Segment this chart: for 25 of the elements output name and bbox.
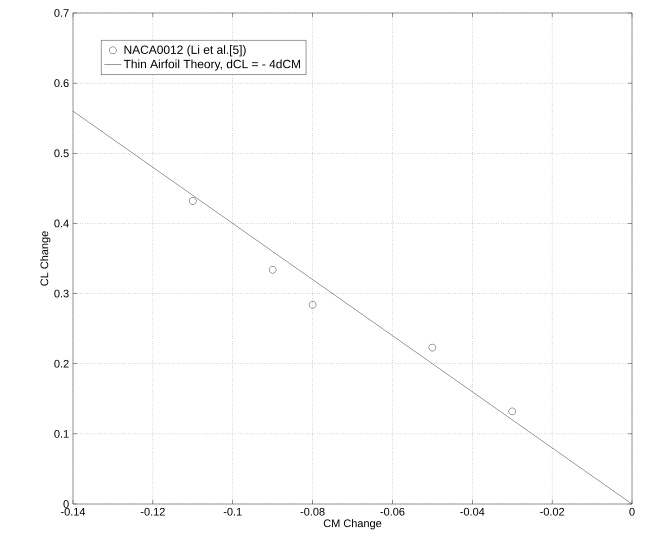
x-tick-label: -0.04 xyxy=(460,508,484,516)
y-tick-label: 0.4 xyxy=(54,220,69,228)
y-tick-label: 0.3 xyxy=(54,290,69,298)
x-tick-label: 0 xyxy=(629,508,635,516)
y-tick-label: 0.2 xyxy=(54,360,69,368)
x-tick-label: -0.06 xyxy=(380,508,404,516)
y-tick-label: 0 xyxy=(63,500,69,508)
y-tick-label: 0.1 xyxy=(54,430,69,438)
y-tick-label: 0.7 xyxy=(54,9,69,17)
point xyxy=(308,301,316,308)
point xyxy=(189,197,196,205)
legend-label: NACA0012 (Li et al.[5]) xyxy=(124,45,246,56)
y-axis-title: CL Change xyxy=(40,231,50,286)
x-tick-label: -0.02 xyxy=(540,508,564,516)
point xyxy=(428,344,436,352)
x-tick-label: -0.14 xyxy=(60,508,86,516)
x-axis-title: CM Change xyxy=(324,519,382,530)
x-tick-label: -0.08 xyxy=(300,508,325,516)
point xyxy=(268,266,276,274)
y-tick-label: 0.6 xyxy=(54,79,69,88)
x-tick-label: -0.12 xyxy=(140,508,165,516)
y-tick-label: 0.5 xyxy=(54,149,69,158)
x-tick-label: -0.1 xyxy=(224,508,242,516)
legend-label: Thin Airfoil Theory, dCL = - 4dCM xyxy=(124,59,300,71)
point xyxy=(508,408,516,416)
